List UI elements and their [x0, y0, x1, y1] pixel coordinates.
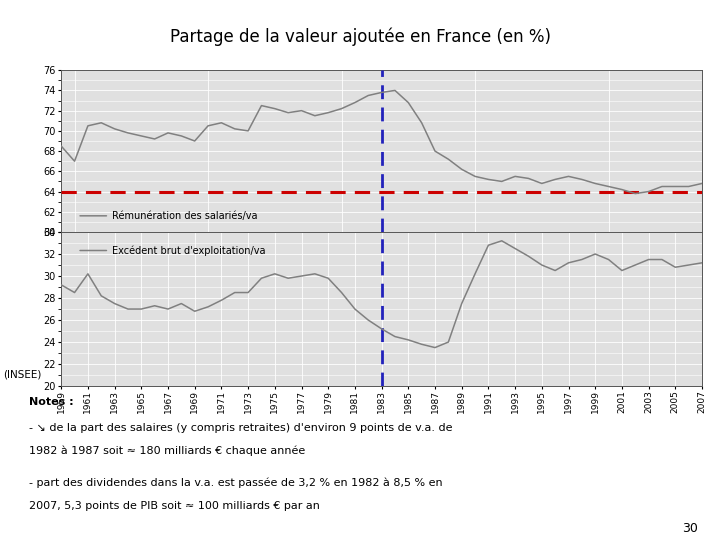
Text: - ↘ de la part des salaires (y compris retraites) d'environ 9 points de v.a. de: - ↘ de la part des salaires (y compris r…: [29, 423, 452, 433]
Text: Excédent brut d'exploitation/va: Excédent brut d'exploitation/va: [112, 245, 266, 256]
Text: (INSEE): (INSEE): [4, 370, 42, 380]
Text: Partage de la valeur ajoutée en France (en %): Partage de la valeur ajoutée en France (…: [169, 27, 551, 45]
Text: Notes :: Notes :: [29, 397, 73, 407]
Text: 2007, 5,3 points de PIB soit ≈ 100 milliards € par an: 2007, 5,3 points de PIB soit ≈ 100 milli…: [29, 501, 320, 511]
Text: 1982 à 1987 soit ≈ 180 milliards € chaque année: 1982 à 1987 soit ≈ 180 milliards € chaqu…: [29, 446, 305, 456]
Text: Rémunération des salariés/va: Rémunération des salariés/va: [112, 211, 258, 221]
Text: - part des dividendes dans la v.a. est passée de 3,2 % en 1982 à 8,5 % en: - part des dividendes dans la v.a. est p…: [29, 478, 442, 488]
Text: 30: 30: [683, 522, 698, 535]
